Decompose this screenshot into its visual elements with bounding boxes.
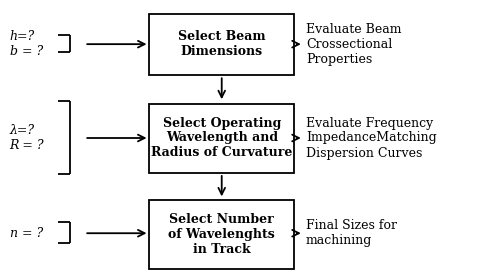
- Text: h=?
b = ?: h=? b = ?: [10, 30, 43, 58]
- Text: Final Sizes for
machining: Final Sizes for machining: [306, 219, 397, 247]
- Text: Select Operating
Wavelength and
Radius of Curvature: Select Operating Wavelength and Radius o…: [151, 116, 293, 160]
- Text: Select Beam
Dimensions: Select Beam Dimensions: [178, 30, 266, 58]
- Bar: [149, 104, 294, 172]
- Text: Select Number
of Wavelenghts
in Track: Select Number of Wavelenghts in Track: [168, 213, 275, 256]
- Text: λ=?
R = ?: λ=? R = ?: [10, 124, 44, 152]
- Text: Evaluate Beam
Crossectional
Properties: Evaluate Beam Crossectional Properties: [306, 23, 402, 66]
- Bar: [149, 200, 294, 269]
- Text: n = ?: n = ?: [10, 227, 43, 240]
- Text: Evaluate Frequency
ImpedanceMatching
Dispersion Curves: Evaluate Frequency ImpedanceMatching Dis…: [306, 116, 437, 160]
- Bar: [149, 14, 294, 75]
